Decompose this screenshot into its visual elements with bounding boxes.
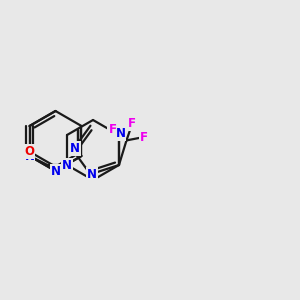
Text: N: N: [62, 158, 72, 172]
Text: N: N: [70, 142, 80, 155]
Text: F: F: [128, 117, 136, 130]
Text: N: N: [25, 149, 34, 163]
Text: N: N: [50, 164, 61, 178]
Text: F: F: [108, 122, 116, 136]
Text: N: N: [87, 168, 97, 181]
Text: O: O: [25, 145, 34, 158]
Text: N: N: [116, 127, 125, 140]
Text: F: F: [140, 131, 148, 144]
